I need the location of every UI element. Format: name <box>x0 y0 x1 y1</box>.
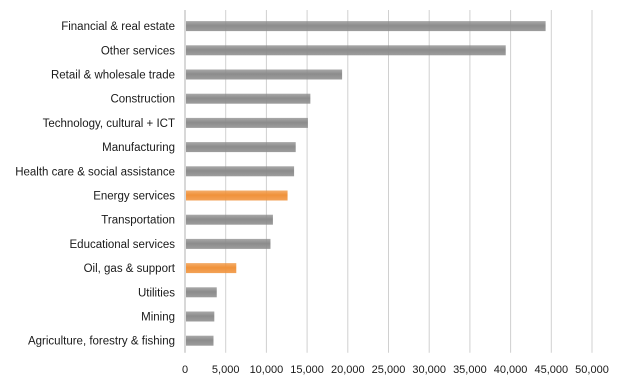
category-label: Other services <box>101 45 175 57</box>
x-tick-label: 40,000 <box>494 364 528 376</box>
category-label: Financial & real estate <box>61 21 175 33</box>
category-label: Oil, gas & support <box>84 263 176 275</box>
category-label: Manufacturing <box>102 142 175 154</box>
bar <box>186 287 217 298</box>
bar <box>186 238 271 249</box>
bar <box>186 69 343 80</box>
category-label: Educational services <box>70 239 176 251</box>
x-tick-label: 50,000 <box>575 364 609 376</box>
x-tick-label: 35,000 <box>453 364 487 376</box>
category-label: Mining <box>141 312 175 324</box>
bar <box>186 263 237 274</box>
bars <box>186 21 546 346</box>
x-tick-label: 20,000 <box>331 364 365 376</box>
category-label: Utilities <box>138 287 175 299</box>
x-tick-label: 30,000 <box>412 364 446 376</box>
bar <box>186 93 311 104</box>
bar <box>186 311 215 322</box>
x-tick-label: 25,000 <box>372 364 406 376</box>
bar <box>186 21 546 32</box>
bar <box>186 190 288 201</box>
x-tick-label: 10,000 <box>250 364 284 376</box>
gridlines <box>184 10 593 353</box>
category-labels: Financial & real estate Other services Ret… <box>15 21 176 348</box>
category-label: Retail & wholesale trade <box>51 70 175 82</box>
bar <box>186 166 295 177</box>
x-tick-label: 5,000 <box>212 364 240 376</box>
x-tick-label: 45,000 <box>534 364 568 376</box>
bar <box>186 142 296 153</box>
x-axis-tick-labels: 0 5,000 10,000 15,000 20,000 25,000 30,000 35,0… <box>182 364 609 376</box>
category-label: Transportation <box>101 215 175 227</box>
category-label: Technology, cultural + ICT <box>43 118 175 130</box>
bar <box>186 45 506 56</box>
bar <box>186 335 214 346</box>
category-label: Construction <box>110 94 175 106</box>
bar <box>186 214 273 225</box>
category-label: Health care & social assistance <box>15 166 175 178</box>
bar <box>186 117 308 128</box>
category-label: Energy services <box>93 191 175 203</box>
x-tick-label: 15,000 <box>290 364 324 376</box>
category-label: Agriculture, forestry & fishing <box>28 336 175 348</box>
x-tick-label: 0 <box>182 364 188 376</box>
